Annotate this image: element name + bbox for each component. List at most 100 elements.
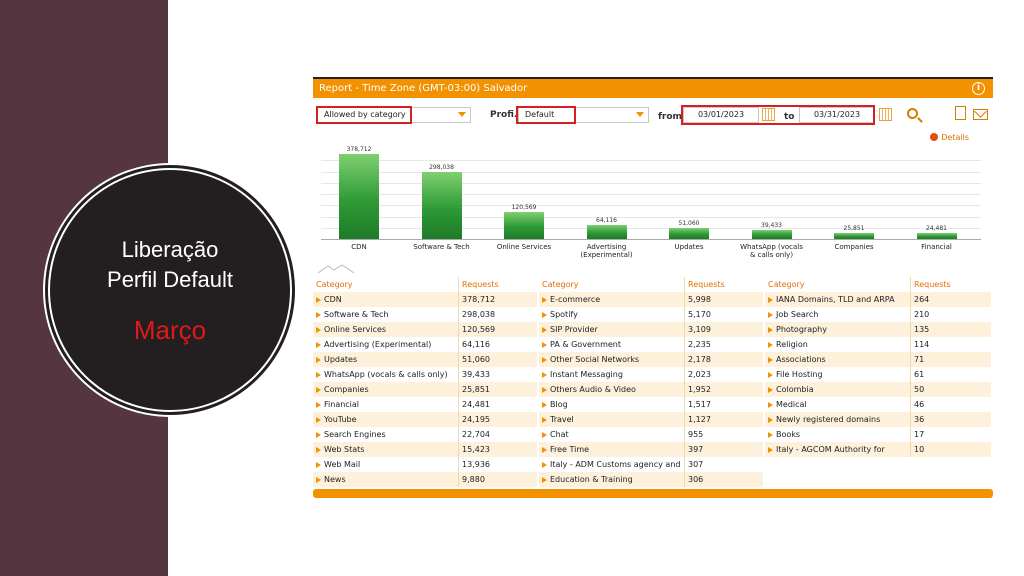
expand-arrow-icon[interactable]: [768, 432, 773, 438]
expand-arrow-icon[interactable]: [768, 372, 773, 378]
expand-arrow-icon[interactable]: [768, 312, 773, 318]
chart-bar[interactable]: [339, 153, 379, 239]
expand-arrow-icon[interactable]: [542, 297, 547, 303]
table-row[interactable]: File Hosting 61: [765, 367, 991, 382]
expand-arrow-icon[interactable]: [768, 402, 773, 408]
table-row[interactable]: PA & Government 2,235: [539, 337, 763, 352]
row-category[interactable]: Advertising (Experimental): [313, 337, 431, 352]
table-row[interactable]: Software & Tech 298,038: [313, 307, 537, 322]
table-row[interactable]: Medical 46: [765, 397, 991, 412]
chart-bar[interactable]: [916, 233, 957, 239]
table-row[interactable]: WhatsApp (vocals & calls only) 39,433: [313, 367, 537, 382]
row-category[interactable]: Chat: [539, 427, 569, 442]
row-category[interactable]: Other Social Networks: [539, 352, 639, 367]
table-row[interactable]: Others Audio & Video 1,952: [539, 382, 763, 397]
row-category[interactable]: PA & Government: [539, 337, 621, 352]
search-icon[interactable]: [907, 108, 918, 119]
expand-arrow-icon[interactable]: [542, 402, 547, 408]
table-row[interactable]: IANA Domains, TLD and ARPA 264: [765, 292, 991, 307]
table-row[interactable]: Education & Training 306: [539, 472, 763, 487]
table-row[interactable]: Religion 114: [765, 337, 991, 352]
chart-bar[interactable]: [669, 227, 709, 239]
row-category[interactable]: Education & Training: [539, 472, 633, 487]
expand-arrow-icon[interactable]: [768, 342, 773, 348]
expand-arrow-icon[interactable]: [768, 447, 773, 453]
row-category[interactable]: Others Audio & Video: [539, 382, 636, 397]
row-category[interactable]: Religion: [765, 337, 808, 352]
header-requests[interactable]: Requests: [684, 277, 725, 292]
row-category[interactable]: Web Mail: [313, 457, 360, 472]
expand-arrow-icon[interactable]: [316, 462, 321, 468]
row-category[interactable]: Italy - AGCOM Authority for: [765, 442, 885, 457]
chart-bar[interactable]: [504, 211, 544, 239]
expand-arrow-icon[interactable]: [316, 417, 321, 423]
expand-arrow-icon[interactable]: [316, 432, 321, 438]
expand-arrow-icon[interactable]: [768, 417, 773, 423]
expand-arrow-icon[interactable]: [542, 312, 547, 318]
table-row[interactable]: Web Mail 13,936: [313, 457, 537, 472]
expand-arrow-icon[interactable]: [768, 297, 773, 303]
expand-arrow-icon[interactable]: [316, 447, 321, 453]
table-row[interactable]: Italy - AGCOM Authority for 10: [765, 442, 991, 457]
expand-arrow-icon[interactable]: [316, 372, 321, 378]
profile-select[interactable]: Default: [518, 107, 649, 123]
expand-arrow-icon[interactable]: [542, 432, 547, 438]
expand-arrow-icon[interactable]: [316, 387, 321, 393]
header-requests[interactable]: Requests: [910, 277, 951, 292]
expand-arrow-icon[interactable]: [768, 327, 773, 333]
row-category[interactable]: Medical: [765, 397, 807, 412]
expand-arrow-icon[interactable]: [768, 357, 773, 363]
table-row[interactable]: CDN 378,712: [313, 292, 537, 307]
row-category[interactable]: IANA Domains, TLD and ARPA: [765, 292, 895, 307]
row-category[interactable]: Free Time: [539, 442, 589, 457]
table-row[interactable]: Job Search 210: [765, 307, 991, 322]
table-row[interactable]: Spotify 5,170: [539, 307, 763, 322]
document-icon[interactable]: [955, 106, 966, 120]
table-row[interactable]: Financial 24,481: [313, 397, 537, 412]
header-category[interactable]: Category: [768, 280, 805, 289]
table-row[interactable]: Travel 1,127: [539, 412, 763, 427]
row-category[interactable]: Software & Tech: [313, 307, 389, 322]
table-row[interactable]: Associations 71: [765, 352, 991, 367]
expand-arrow-icon[interactable]: [542, 372, 547, 378]
mail-icon[interactable]: [973, 109, 988, 120]
row-category[interactable]: E-commerce: [539, 292, 600, 307]
row-category[interactable]: Companies: [313, 382, 369, 397]
expand-arrow-icon[interactable]: [542, 387, 547, 393]
chart-bar[interactable]: [834, 233, 874, 239]
table-row[interactable]: Newly registered domains 36: [765, 412, 991, 427]
table-row[interactable]: Instant Messaging 2,023: [539, 367, 763, 382]
row-category[interactable]: File Hosting: [765, 367, 823, 382]
row-category[interactable]: Blog: [539, 397, 568, 412]
table-row[interactable]: Colombia 50: [765, 382, 991, 397]
expand-arrow-icon[interactable]: [316, 312, 321, 318]
expand-arrow-icon[interactable]: [542, 477, 547, 483]
row-category[interactable]: SIP Provider: [539, 322, 598, 337]
expand-arrow-icon[interactable]: [316, 342, 321, 348]
table-row[interactable]: Online Services 120,569: [313, 322, 537, 337]
expand-arrow-icon[interactable]: [316, 357, 321, 363]
row-category[interactable]: Job Search: [765, 307, 818, 322]
to-date-input[interactable]: 03/31/2023: [799, 107, 875, 123]
table-row[interactable]: Italy - ADM Customs agency and 307: [539, 457, 763, 472]
row-category[interactable]: Financial: [313, 397, 359, 412]
row-category[interactable]: Spotify: [539, 307, 578, 322]
expand-arrow-icon[interactable]: [542, 327, 547, 333]
chart-bar[interactable]: [421, 171, 462, 239]
expand-arrow-icon[interactable]: [542, 447, 547, 453]
table-row[interactable]: Free Time 397: [539, 442, 763, 457]
table-row[interactable]: Companies 25,851: [313, 382, 537, 397]
expand-arrow-icon[interactable]: [316, 402, 321, 408]
table-row[interactable]: Blog 1,517: [539, 397, 763, 412]
details-link[interactable]: Details: [930, 133, 969, 142]
row-category[interactable]: Italy - ADM Customs agency and: [539, 457, 680, 472]
table-row[interactable]: Search Engines 22,704: [313, 427, 537, 442]
calendar-icon[interactable]: [762, 108, 775, 121]
expand-arrow-icon[interactable]: [768, 387, 773, 393]
table-row[interactable]: News 9,880: [313, 472, 537, 487]
chart-bar[interactable]: [751, 230, 792, 239]
expand-arrow-icon[interactable]: [316, 327, 321, 333]
expand-arrow-icon[interactable]: [542, 342, 547, 348]
row-category[interactable]: Associations: [765, 352, 826, 367]
row-category[interactable]: Online Services: [313, 322, 386, 337]
